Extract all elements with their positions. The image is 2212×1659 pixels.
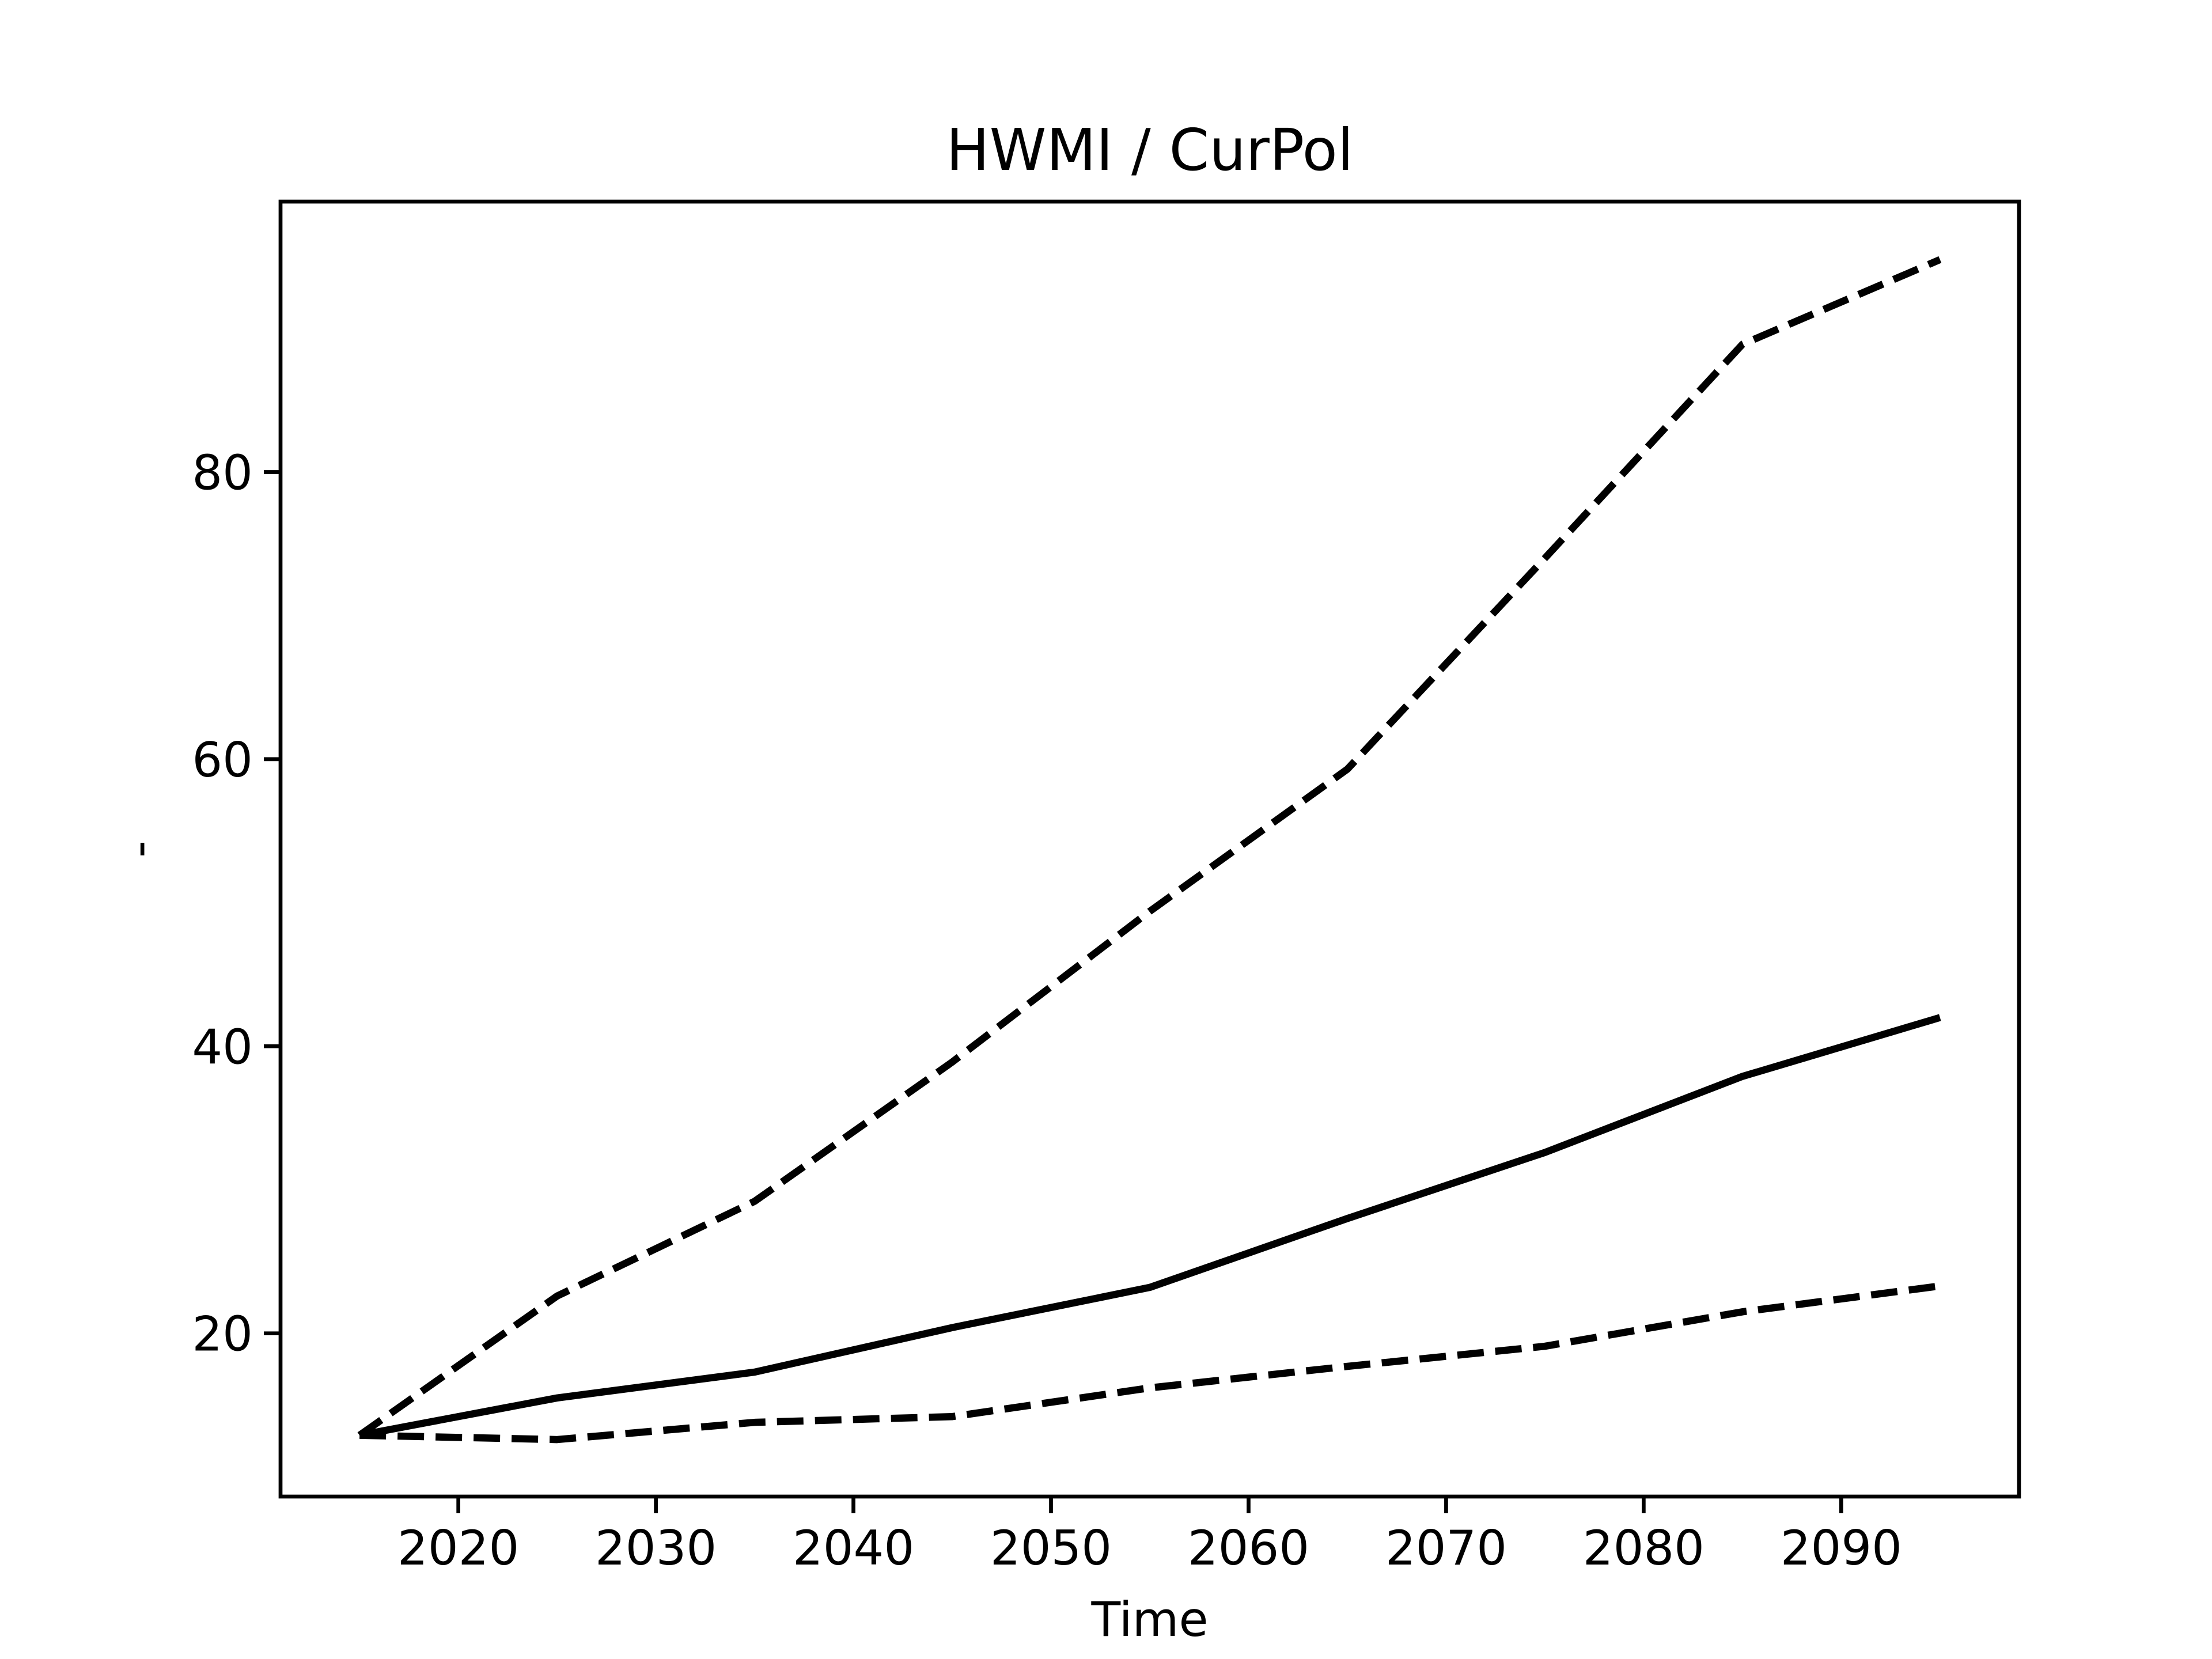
y-tick-label: 80 (192, 445, 253, 501)
y-tick-label: 60 (192, 732, 253, 788)
chart-title: HWMI / CurPol (946, 116, 1353, 184)
x-tick-label: 2090 (1781, 1520, 1902, 1576)
x-tick-label: 2020 (397, 1520, 519, 1576)
series-line (357, 256, 1942, 1438)
x-tick-label: 2050 (990, 1520, 1112, 1576)
y-axis-label: - (111, 840, 167, 858)
x-tick-label: 2030 (595, 1520, 717, 1576)
x-axis-label: Time (1090, 1592, 1208, 1647)
y-tick-label: 40 (192, 1019, 253, 1075)
x-tick-label: 2080 (1583, 1520, 1705, 1576)
x-tick-label: 2040 (793, 1520, 914, 1576)
x-tick-label: 2070 (1385, 1520, 1507, 1576)
plot-frame (278, 199, 2021, 1499)
y-tick-label: 20 (192, 1306, 253, 1362)
series-line (359, 1014, 1941, 1439)
x-tick-label: 2060 (1188, 1520, 1309, 1576)
